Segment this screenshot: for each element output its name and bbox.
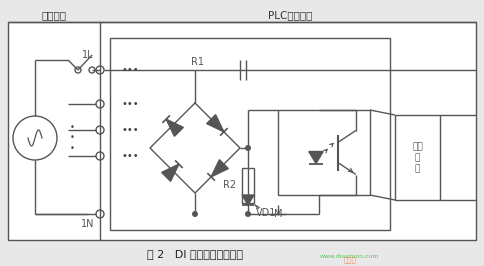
- Text: 至处
理
器: 至处 理 器: [412, 142, 423, 173]
- Polygon shape: [162, 164, 179, 181]
- Text: •••: •••: [121, 65, 139, 75]
- Bar: [110, 38, 390, 230]
- Text: •••: •••: [121, 125, 139, 135]
- Circle shape: [96, 152, 104, 160]
- Text: R1: R1: [192, 57, 205, 67]
- Text: •
•
•: • • •: [70, 123, 75, 153]
- Circle shape: [13, 116, 57, 160]
- Circle shape: [245, 145, 251, 151]
- Text: PLC内部接线: PLC内部接线: [268, 10, 312, 20]
- Text: M: M: [274, 209, 282, 219]
- Bar: [184, 64, 212, 76]
- Text: VD1: VD1: [256, 208, 276, 218]
- Circle shape: [96, 66, 104, 74]
- Text: 1N: 1N: [81, 219, 95, 229]
- Circle shape: [75, 67, 81, 73]
- Bar: [8, 22, 476, 240]
- Polygon shape: [309, 152, 323, 164]
- Text: 1L: 1L: [82, 50, 94, 60]
- Polygon shape: [166, 119, 183, 136]
- Bar: [242, 168, 254, 203]
- Circle shape: [96, 126, 104, 134]
- Bar: [278, 110, 370, 195]
- Bar: [395, 115, 440, 200]
- Text: www.diaxmon.com: www.diaxmon.com: [320, 253, 380, 259]
- Text: R2: R2: [224, 181, 237, 190]
- Circle shape: [192, 211, 198, 217]
- Text: •••: •••: [121, 99, 139, 109]
- Text: 图 2   DI 模块交流输入电路: 图 2 DI 模块交流输入电路: [147, 249, 243, 259]
- Polygon shape: [211, 160, 228, 177]
- Polygon shape: [207, 115, 224, 132]
- Text: •••: •••: [121, 151, 139, 161]
- Polygon shape: [242, 195, 254, 205]
- Text: 接线图: 接线图: [344, 257, 356, 263]
- Circle shape: [96, 100, 104, 108]
- Circle shape: [245, 211, 251, 217]
- Text: 外部接线: 外部接线: [42, 10, 66, 20]
- Circle shape: [89, 67, 95, 73]
- Circle shape: [96, 210, 104, 218]
